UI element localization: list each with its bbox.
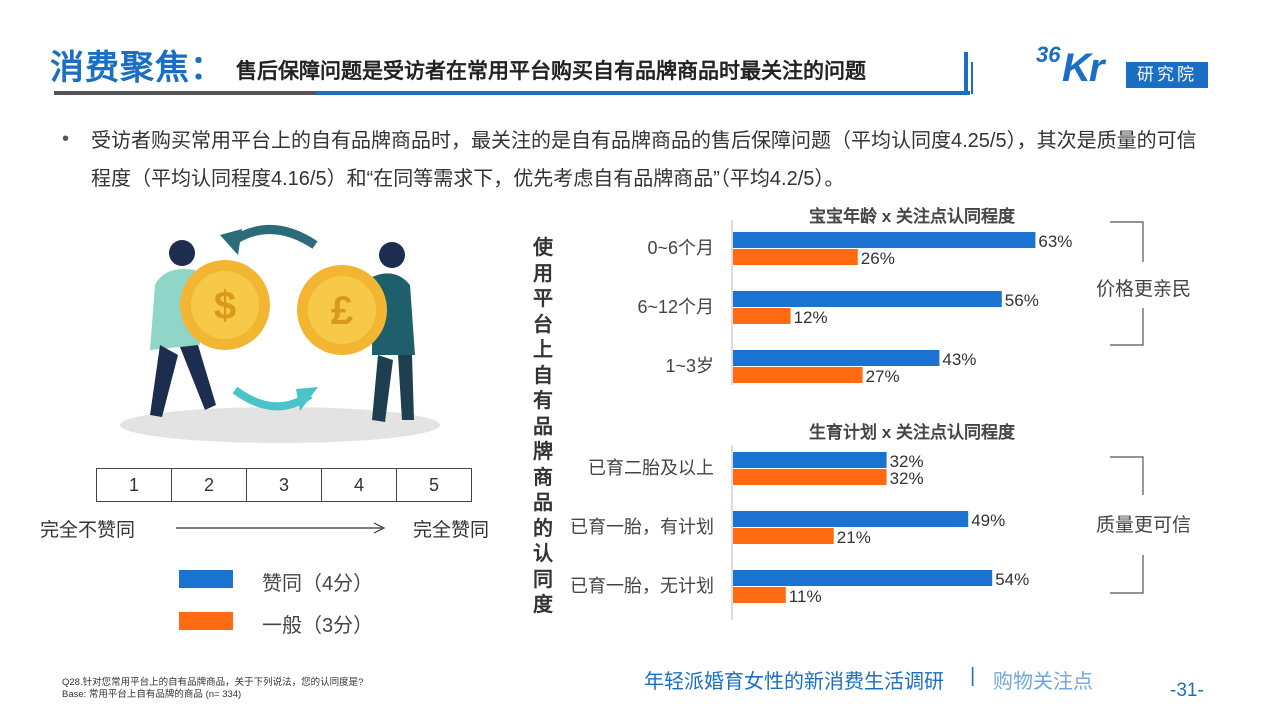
footnote-base: Base: 常用平台上自有品牌的商品 (n= 334): [62, 689, 242, 700]
legend-label-neutral: 一般（3分）: [262, 615, 374, 637]
bottom-arrow-head-icon: [296, 387, 318, 411]
bar-charts: 0~6个月 63% 26% 6~12个月 56% 12% 1~3岁 43% 27% 已育二胎及以上…: [570, 220, 1072, 620]
data-label-agree: 49%: [971, 511, 1005, 530]
category-label: 已育一胎，无计划: [570, 576, 714, 596]
bracket-top-lower: [1110, 308, 1144, 346]
likert-scale: 1 2 3 4 5: [96, 468, 472, 502]
svg-text:$: $: [214, 284, 236, 328]
footer-report-title: 年轻派婚育女性的新消费生活调研: [644, 671, 944, 693]
scale-cell: 1: [96, 468, 172, 502]
category-label: 已育一胎，有计划: [570, 517, 714, 537]
page-title: 消费聚焦：: [50, 49, 225, 87]
brand-logo: 36 Kr 研究院: [1036, 42, 1216, 92]
chart-title-age: 宝宝年龄 x 关注点认同程度: [809, 207, 1015, 226]
scale-cell: 3: [246, 468, 322, 502]
logo-badge: 研究院: [1126, 62, 1208, 88]
data-label-neutral: 32%: [890, 469, 924, 488]
category-label: 0~6个月: [647, 238, 714, 258]
vertical-axis-label: 使用平台上自有品牌商品的认同度: [533, 237, 553, 616]
legend-swatch-neutral: [179, 612, 233, 630]
ground-shadow: [120, 407, 440, 443]
scale-right-label: 完全赞同: [413, 520, 490, 541]
data-label-agree: 56%: [1005, 291, 1039, 310]
bracket-bottom-lower: [1110, 555, 1144, 594]
header-end-tick-thin: [971, 62, 973, 94]
data-label-agree: 43%: [942, 350, 976, 369]
scale-left-label: 完全不赞同: [40, 520, 136, 541]
bar-neutral: [733, 249, 858, 265]
legend-swatch-agree: [179, 570, 233, 588]
scale-arrow-icon: [176, 522, 386, 534]
header-underline-dark: [54, 91, 316, 95]
chart-title-plan: 生育计划 x 关注点认同程度: [809, 423, 1015, 442]
note-price: 价格更亲民: [1096, 279, 1192, 300]
bar-agree: [733, 291, 1002, 307]
logo-letters: Kr: [1062, 46, 1104, 90]
bar-neutral: [733, 308, 791, 324]
bar-agree: [733, 570, 993, 586]
bullet-dot: •: [62, 128, 70, 150]
data-label-neutral: 11%: [789, 587, 822, 606]
bar-agree: [733, 232, 1036, 248]
category-label: 已育二胎及以上: [588, 458, 714, 478]
dollar-coin-icon: $: [180, 260, 270, 350]
summary-text: 受访者购买常用平台上的自有品牌商品时，最关注的是自有品牌商品的售后保障问题（平均…: [91, 130, 1197, 190]
data-label-neutral: 27%: [866, 367, 900, 386]
note-quality: 质量更可信: [1096, 515, 1192, 536]
page-number: -31-: [1170, 680, 1204, 701]
header-underline-blue: [316, 91, 970, 95]
svg-text:£: £: [331, 289, 353, 333]
scale-cell: 2: [171, 468, 247, 502]
bar-neutral: [733, 528, 834, 544]
bar-agree: [733, 452, 887, 468]
bar-neutral: [733, 367, 863, 383]
pound-coin-icon: £: [297, 265, 387, 355]
bar-neutral: [733, 587, 786, 603]
data-label-agree: 32%: [890, 452, 924, 471]
scale-cell: 4: [321, 468, 397, 502]
top-arrow-head-icon: [220, 229, 242, 255]
top-arrow-icon: [227, 225, 318, 249]
category-label: 6~12个月: [637, 297, 714, 317]
side-brackets: [1110, 221, 1144, 594]
header-end-tick: [964, 52, 968, 94]
bar-agree: [733, 511, 969, 527]
category-label: 1~3岁: [665, 356, 714, 376]
data-label-neutral: 12%: [794, 308, 828, 327]
scale-cell: 5: [396, 468, 472, 502]
bar-agree: [733, 350, 940, 366]
data-label-agree: 54%: [995, 570, 1029, 589]
footnote-question: Q28.针对您常用平台上的自有品牌商品，关于下列说法，您的认同度是?: [62, 677, 364, 688]
footnote: Q28.针对您常用平台上的自有品牌商品，关于下列说法，您的认同度是? Base:…: [62, 677, 363, 701]
footer-separator: |: [970, 665, 976, 687]
footer-section: 购物关注点: [993, 671, 1093, 693]
data-label-neutral: 21%: [837, 528, 871, 547]
bracket-bottom-upper: [1110, 456, 1144, 495]
data-label-agree: 63%: [1038, 232, 1072, 251]
page-subtitle: 售后保障问题是受访者在常用平台购买自有品牌商品时最关注的问题: [236, 60, 866, 83]
data-label-neutral: 26%: [861, 249, 895, 268]
exchange-illustration: $ £: [120, 225, 440, 443]
logo-number: 36: [1036, 42, 1061, 67]
legend-label-agree: 赞同（4分）: [262, 573, 374, 595]
bracket-top-upper: [1110, 221, 1144, 262]
bar-neutral: [733, 469, 887, 485]
